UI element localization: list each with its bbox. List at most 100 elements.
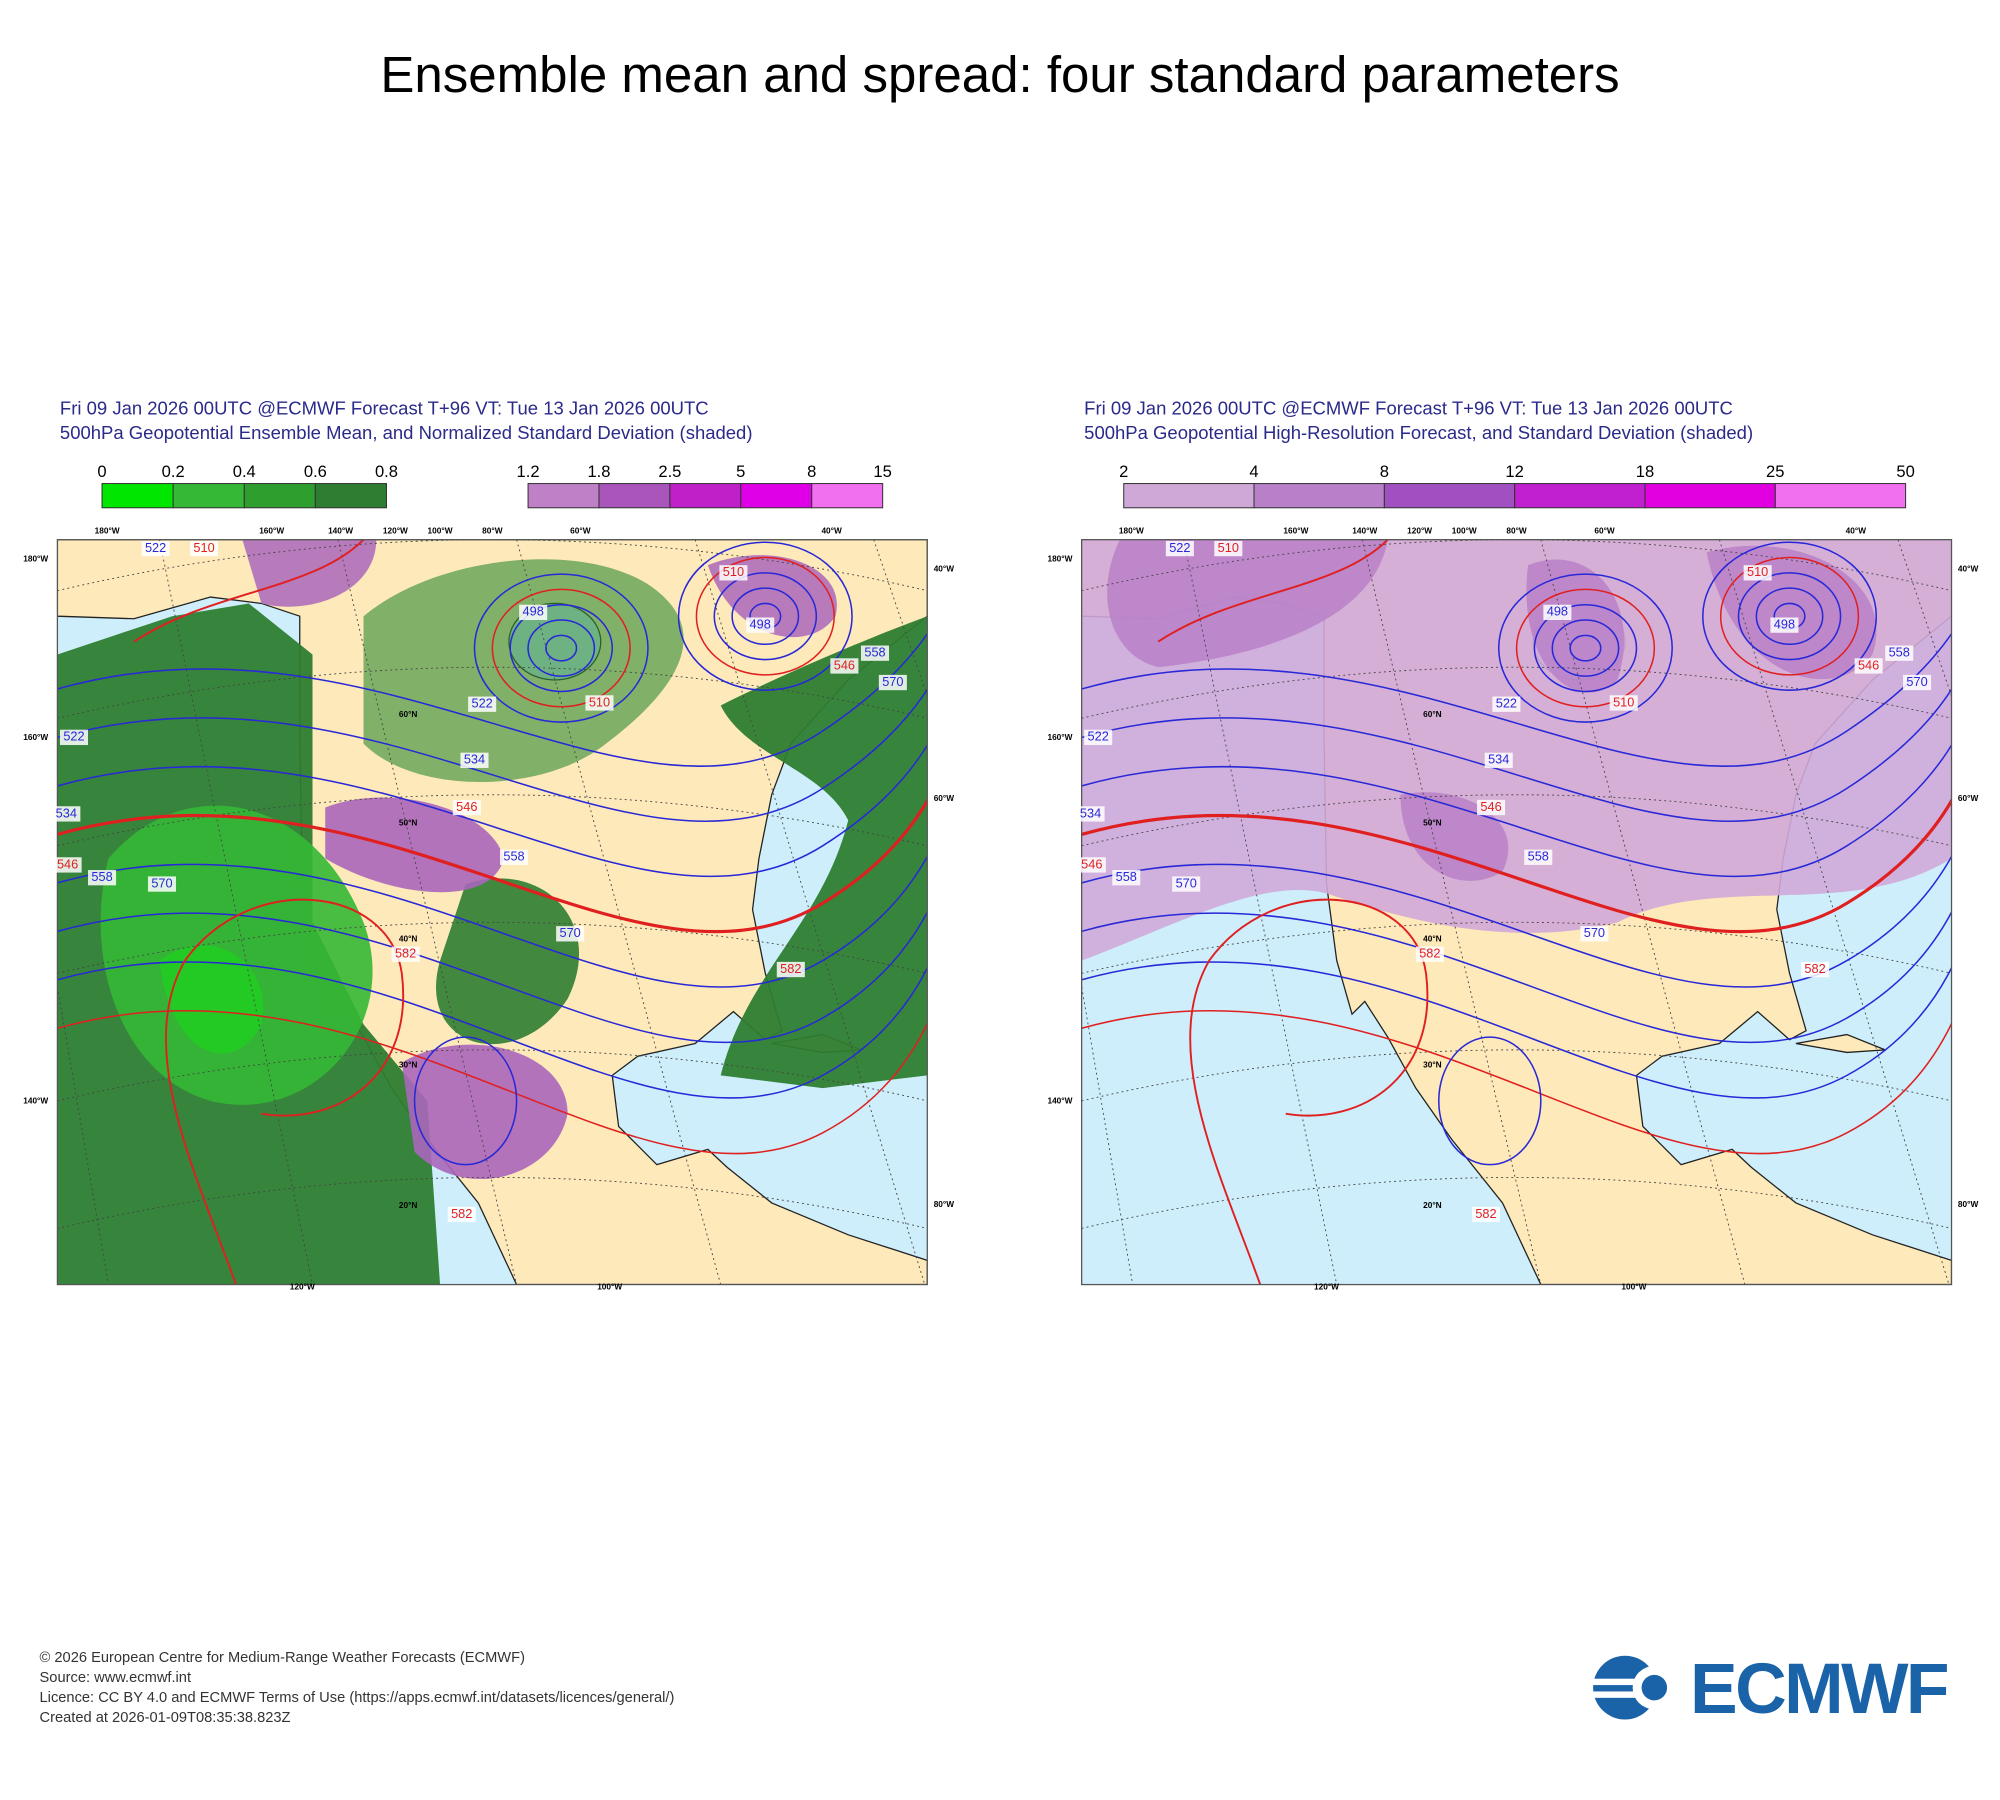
- contour-label: 582: [780, 961, 801, 976]
- contour-label-bg: [1415, 946, 1444, 962]
- contour-label-bg: [746, 617, 775, 633]
- graticule-label: 40°W: [1958, 564, 1979, 574]
- contour-label: 498: [1774, 617, 1795, 632]
- graticule-label: 180°W: [1047, 553, 1072, 563]
- graticule-line: [1183, 539, 1338, 1285]
- colorbar-label: 0.6: [304, 462, 327, 481]
- contour-label: 510: [1218, 540, 1239, 555]
- contour-label-bg: [1580, 926, 1609, 942]
- contour-label-bg: [1801, 961, 1830, 978]
- contour: [1081, 1010, 1952, 1155]
- colorbar-label: 8: [1380, 462, 1389, 481]
- contour-label-bg: [1165, 540, 1194, 557]
- contour-label: 582: [1419, 946, 1440, 961]
- graticule-label: 40°W: [1846, 525, 1867, 535]
- contour-label: 582: [395, 946, 416, 961]
- contour: [695, 556, 835, 676]
- graticule-line: [694, 539, 926, 1285]
- contour-label: 522: [1169, 540, 1190, 555]
- colorbar-label: 1.2: [517, 462, 540, 481]
- contour: [527, 619, 596, 677]
- graticule-label: 100°W: [597, 1282, 622, 1292]
- contour-label: 510: [193, 540, 214, 555]
- colorbar-label: 0: [97, 462, 106, 481]
- contour: [1081, 797, 1952, 934]
- contour-label-bg: [147, 876, 177, 892]
- contour-label: 510: [1613, 694, 1634, 709]
- contour-label: 582: [451, 1206, 472, 1221]
- contour: [473, 573, 649, 723]
- colorbar-segment: [598, 483, 671, 509]
- contour-label: 558: [1116, 869, 1137, 884]
- graticule-label: 100°W: [1621, 1282, 1646, 1292]
- contour-label: 570: [1906, 674, 1927, 689]
- colorbar-segment: [740, 483, 813, 509]
- contour: [1438, 1036, 1542, 1166]
- map-content: [1081, 539, 1952, 1285]
- contour-label-bg: [1903, 674, 1932, 691]
- colorbar-segment: [527, 483, 600, 509]
- footer-line: Source: www.ecmwf.int: [40, 1670, 192, 1686]
- graticule-label: 50°N: [1423, 817, 1442, 827]
- contour-label-bg: [585, 695, 614, 711]
- contour: [677, 541, 853, 691]
- shading: [720, 616, 928, 1089]
- contour-label: 558: [1889, 645, 1910, 660]
- contour: [57, 687, 928, 823]
- contour-label: 570: [151, 875, 172, 890]
- contour-label-bg: [1770, 617, 1799, 633]
- colorbar-segment: [1644, 483, 1776, 509]
- map: [56, 539, 928, 1286]
- contour-label-bg: [1477, 799, 1506, 816]
- contour: [713, 572, 818, 661]
- footer-line: Created at 2026-01-09T08:35:38.823Z: [40, 1710, 291, 1726]
- colorbar-label: 2.5: [658, 462, 681, 481]
- shading: [401, 1044, 568, 1180]
- contour-label-bg: [500, 849, 529, 865]
- colorbar-segment: [811, 483, 884, 509]
- contour: [1081, 854, 1952, 988]
- contour-label: 522: [145, 540, 166, 555]
- colorbar-label: 5: [736, 462, 745, 481]
- contour: [1702, 541, 1878, 691]
- graticule-label: 180°W: [95, 525, 120, 535]
- contour-label-bg: [1112, 870, 1141, 886]
- graticule-line: [1361, 539, 1542, 1285]
- graticule-label: 80°W: [482, 525, 503, 535]
- contour: [1081, 687, 1952, 823]
- contour-label-bg: [556, 926, 585, 942]
- colorbar-segment: [1123, 483, 1255, 509]
- contour-label: 558: [1528, 849, 1549, 864]
- contour-label-bg: [190, 540, 219, 557]
- contour-label: 534: [1080, 805, 1101, 820]
- graticule-line: [57, 1049, 928, 1102]
- graticule-line: [1081, 794, 1952, 847]
- contour-label: 546: [1480, 799, 1501, 814]
- contour: [731, 587, 800, 646]
- colorbar-label: 0.4: [233, 462, 256, 481]
- contour-label: 522: [1496, 696, 1517, 711]
- map-frame: [1080, 539, 1953, 1286]
- contour: [1551, 619, 1620, 677]
- contour-label-bg: [830, 658, 859, 674]
- graticule-label: 20°N: [399, 1200, 418, 1210]
- contour: [1569, 634, 1602, 662]
- contour: [1533, 603, 1638, 693]
- contour: [1081, 632, 1952, 767]
- ecmwf-logo: ECMWF: [1590, 1649, 1950, 1729]
- panel-header: Fri 09 Jan 2026 00UTC @ECMWF Forecast T+…: [1084, 398, 1733, 419]
- footer-line: Licence: CC BY 4.0 and ECMWF Terms of Us…: [40, 1690, 675, 1706]
- contour-label: 534: [464, 752, 485, 767]
- colorbar-label: 12: [1505, 462, 1523, 481]
- graticule-label: 180°W: [23, 553, 48, 563]
- graticule-line: [1540, 539, 1746, 1285]
- graticule-line: [57, 1176, 928, 1229]
- contour-label-bg: [391, 946, 420, 962]
- colorbar-label: 50: [1896, 462, 1914, 481]
- contour: [545, 634, 578, 662]
- contour: [1189, 898, 1429, 1285]
- contour-label-bg: [52, 806, 81, 822]
- shading: [159, 945, 264, 1054]
- graticule-line: [337, 539, 518, 1285]
